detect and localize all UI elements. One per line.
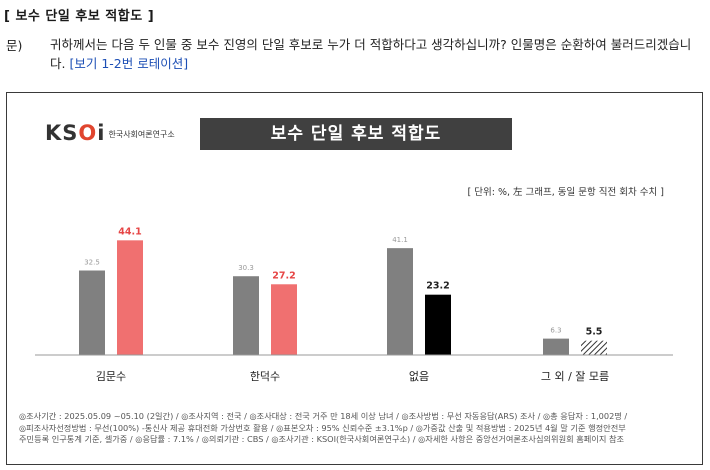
bar-previous-1 xyxy=(233,276,259,355)
ksoi-logo: KSOi 한국사회여론연구소 xyxy=(45,121,175,147)
label-current-3: 5.5 xyxy=(586,327,603,338)
logo-subtitle: 한국사회여론연구소 xyxy=(108,130,175,139)
chart-panel: KSOi 한국사회여론연구소 보수 단일 후보 적합도 [ 단위: %, 左 그래… xyxy=(6,92,703,465)
category-label-3: 그 외 / 잘 모름 xyxy=(541,370,609,383)
bar-current-2 xyxy=(425,294,451,355)
bar-current-1 xyxy=(271,284,297,355)
logo-o: O xyxy=(78,121,98,145)
bar-previous-0 xyxy=(79,270,105,355)
label-previous-3: 6.3 xyxy=(550,327,561,335)
footer-line-3: 주민등록 인구통계 기준, 셀가중 / ◎응답률 : 7.1% / ◎의뢰기관 … xyxy=(19,434,625,444)
category-label-0: 김문수 xyxy=(96,370,126,383)
logo-i: i xyxy=(97,121,106,145)
question-body: 귀하께서는 다음 두 인물 중 보수 진영의 단일 후보로 누가 더 적합하다고… xyxy=(50,37,692,71)
chart-title: 보수 단일 후보 적합도 xyxy=(200,118,512,150)
logo-ks: KS xyxy=(45,121,79,145)
question-label: 문) xyxy=(6,38,23,53)
label-current-2: 23.2 xyxy=(426,281,449,292)
label-previous-0: 32.5 xyxy=(84,259,100,267)
bar-previous-3 xyxy=(543,338,569,355)
category-label-1: 한덕수 xyxy=(250,370,280,383)
bar-current-3 xyxy=(581,340,607,355)
bar-current-0 xyxy=(117,240,143,355)
label-current-0: 44.1 xyxy=(118,226,141,237)
category-label-2: 없음 xyxy=(409,370,429,383)
survey-footer: ◎조사기간 : 2025.05.09 ~05.10 (2일간) / ◎조사지역 … xyxy=(19,411,694,446)
question-text: 귀하께서는 다음 두 인물 중 보수 진영의 단일 후보로 누가 더 적합하다고… xyxy=(50,35,705,73)
section-title: [ 보수 단일 후보 적합도 ] xyxy=(4,9,155,24)
footer-line-1: ◎조사기간 : 2025.05.09 ~05.10 (2일간) / ◎조사지역 … xyxy=(19,411,628,421)
unit-note: [ 단위: %, 左 그래프, 동일 문항 직전 회차 수치 ] xyxy=(467,187,664,198)
label-previous-1: 30.3 xyxy=(238,264,254,272)
question-note: [보기 1-2번 로테이션] xyxy=(69,56,189,71)
label-previous-2: 41.1 xyxy=(392,236,408,244)
bar-previous-2 xyxy=(387,248,413,355)
bar-chart: 32.5 44.1 김문수 30.3 27.2 한덕수 41.1 23.2 없음 6.3 5.5 그 … xyxy=(35,226,673,383)
footer-line-2: ◎피조사자선정방법 : 무선(100%) -통신사 제공 휴대전화 가상번호 활… xyxy=(19,422,626,433)
label-current-1: 27.2 xyxy=(272,270,295,281)
logo-wordmark: KSOi xyxy=(45,121,105,145)
